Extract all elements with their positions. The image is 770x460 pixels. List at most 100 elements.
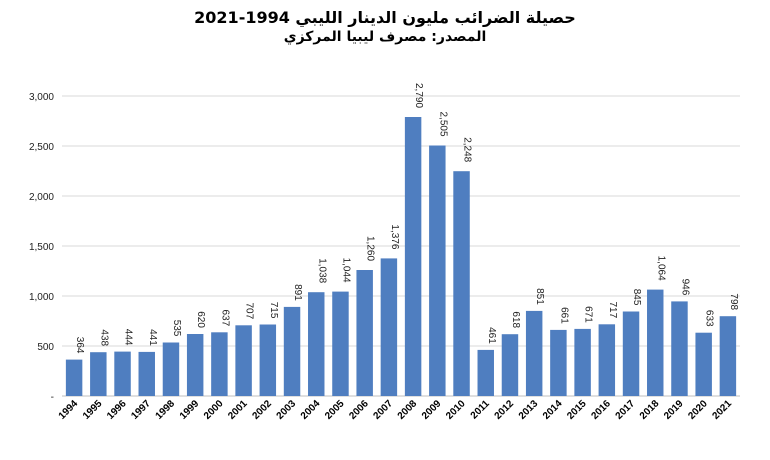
x-tick-label: 2000	[202, 398, 226, 422]
bar-2017	[622, 311, 640, 396]
x-tick-label: 2010	[444, 398, 468, 422]
bar-1995	[90, 352, 107, 396]
data-label-2004: 1,038	[316, 258, 327, 283]
x-tick-label: 2005	[323, 398, 347, 422]
data-label-2014: 661	[558, 307, 569, 324]
bar-2011	[477, 349, 494, 396]
data-label-2010: 2,248	[462, 137, 473, 162]
bar-2008	[404, 117, 422, 396]
x-tick-label: 2016	[589, 398, 613, 422]
data-label-2017: 845	[631, 289, 642, 306]
bar-2019	[671, 301, 688, 396]
chart-title-block: حصيلة الضرائب مليون الدينار الليبي 1994-…	[0, 8, 770, 46]
bar-2012	[501, 334, 519, 396]
data-label-1999: 620	[195, 311, 206, 328]
data-label-2019: 946	[679, 279, 690, 296]
y-tick-label: 3,000	[29, 92, 54, 103]
y-tick-label: 2,500	[29, 142, 54, 153]
bar-2002	[259, 324, 277, 396]
bar-2007	[380, 258, 398, 396]
data-labels: 364 438 444 441 535 620 637 707 715 891 1,038 1,044…	[74, 83, 739, 354]
data-label-1994: 364	[74, 337, 85, 354]
x-tick-label: 1999	[178, 398, 202, 422]
bar-2010	[453, 171, 470, 396]
data-label-2020: 633	[704, 310, 715, 327]
x-tick-label: 1998	[154, 398, 178, 422]
data-label-2003: 891	[292, 284, 303, 301]
bar-2013	[525, 310, 543, 396]
x-tick-label: 2013	[517, 398, 541, 422]
x-tick-label: 2019	[662, 398, 686, 422]
data-label-2001: 707	[244, 303, 255, 320]
data-label-2007: 1,376	[389, 224, 400, 249]
data-label-2018: 1,064	[655, 256, 666, 281]
data-label-1996: 444	[123, 329, 134, 346]
x-tick-label: 2009	[420, 398, 444, 422]
data-label-2000: 637	[219, 310, 230, 327]
x-tick-label: 2014	[541, 398, 565, 422]
bar-2018	[647, 289, 664, 396]
y-tick-label: 500	[37, 342, 54, 353]
y-axis: - 500 1,000 1,500 2,000 2,500 3,000	[29, 92, 54, 403]
x-tick-label: 2008	[396, 398, 420, 422]
x-tick-label: 2002	[250, 398, 274, 422]
bar-2021	[719, 316, 737, 396]
data-label-2011: 461	[486, 327, 497, 344]
x-tick-label: 2021	[711, 398, 735, 422]
bar-1999	[186, 334, 204, 396]
x-tick-label: 1996	[105, 398, 129, 422]
x-tick-label: 2012	[493, 398, 517, 422]
y-tick-label: 1,000	[29, 292, 54, 303]
bar-2000	[211, 332, 228, 396]
y-tick-label: 1,500	[29, 242, 54, 253]
x-tick-label: 1994	[57, 398, 81, 422]
data-label-2009: 2,505	[437, 112, 448, 137]
data-label-2008: 2,790	[413, 83, 424, 108]
data-label-2006: 1,260	[365, 236, 376, 261]
x-tick-label: 2018	[638, 398, 662, 422]
x-tick-label: 2003	[275, 398, 299, 422]
x-tick-label: 2017	[614, 398, 638, 422]
y-tick-label: 2,000	[29, 192, 54, 203]
bar-2016	[598, 324, 616, 396]
data-label-2005: 1,044	[340, 258, 351, 283]
x-tick-label: 2015	[565, 398, 589, 422]
x-axis: 1994 1995 1996 1997 1998 1999 2000 2001 2002 2003…	[57, 398, 735, 422]
bars	[65, 117, 737, 396]
bar-2001	[235, 325, 252, 396]
gridlines	[62, 95, 740, 397]
bar-2005	[332, 291, 349, 396]
data-label-2015: 671	[583, 306, 594, 323]
bar-1994	[65, 359, 83, 396]
data-label-2021: 798	[728, 293, 739, 310]
data-label-1998: 535	[171, 320, 182, 337]
bar-2020	[695, 332, 712, 396]
bar-2006	[356, 270, 373, 396]
bar-1998	[162, 342, 180, 396]
bar-2009	[429, 145, 446, 396]
x-tick-label: 2011	[469, 398, 492, 421]
x-tick-label: 2020	[686, 398, 710, 422]
bar-2004	[308, 292, 325, 396]
x-tick-label: 2004	[299, 398, 323, 422]
bar-1997	[138, 351, 155, 396]
data-label-2013: 851	[534, 288, 545, 305]
x-tick-label: 1995	[81, 398, 105, 422]
chart-title: حصيلة الضرائب مليون الدينار الليبي 1994-…	[194, 8, 576, 27]
chart-subtitle: المصدر: مصرف ليبيا المركزي	[283, 29, 487, 45]
data-label-2002: 715	[268, 302, 279, 319]
x-tick-label: 2001	[226, 398, 250, 422]
x-tick-label: 1997	[129, 398, 153, 422]
x-tick-label: 2006	[347, 398, 371, 422]
data-label-2012: 618	[510, 311, 521, 328]
bar-2015	[574, 328, 591, 396]
data-label-1997: 441	[147, 329, 158, 346]
bar-2014	[550, 329, 567, 396]
data-label-2016: 717	[607, 302, 618, 319]
data-label-1995: 438	[98, 329, 109, 346]
y-tick-label: -	[51, 392, 54, 403]
bar-1996	[114, 351, 131, 396]
x-tick-label: 2007	[372, 398, 396, 422]
